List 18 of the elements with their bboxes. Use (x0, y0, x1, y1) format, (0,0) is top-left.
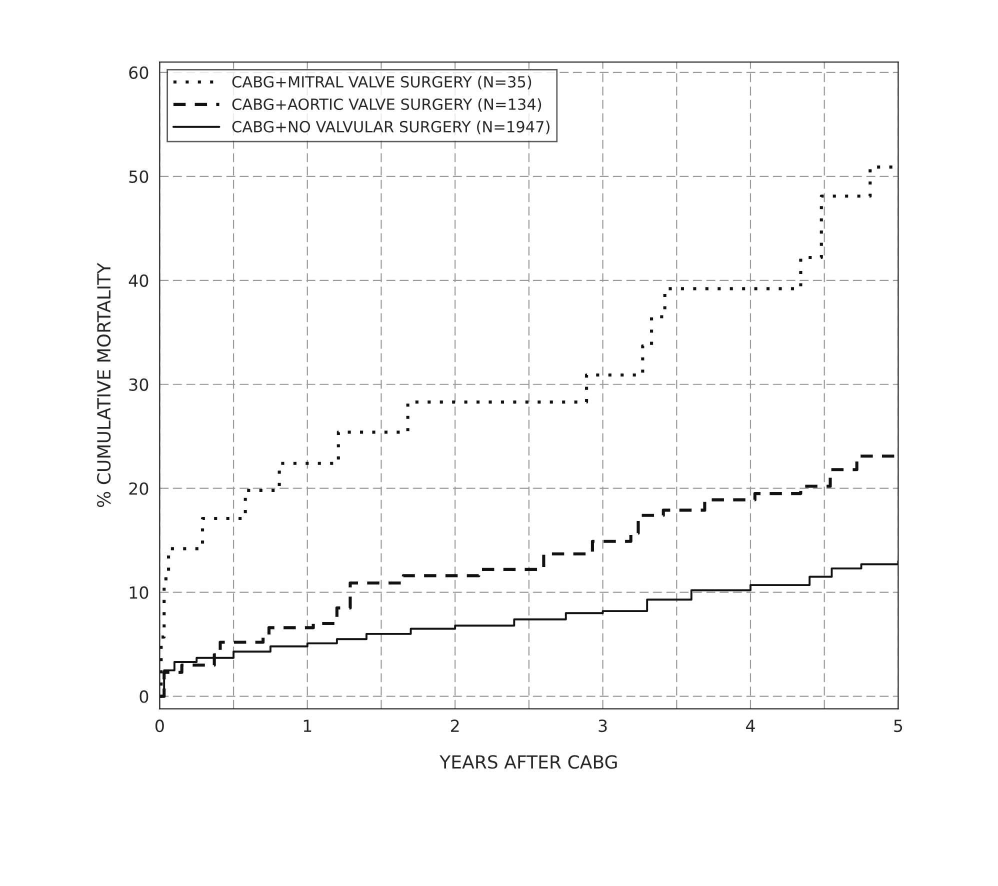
x-tick-label: 0 (155, 720, 164, 732)
y-tick-label: 60 (129, 66, 148, 79)
y-tick-label: 0 (140, 690, 148, 703)
legend-label: CABG+MITRAL VALVE SURGERY (N=35) (232, 76, 532, 90)
legend-label: CABG+AORTIC VALVE SURGERY (N=134) (232, 98, 542, 112)
y-axis-title: % CUMULATIVE MORTALITY (97, 262, 111, 508)
legend-label: CABG+NO VALVULAR SURGERY (N=1947) (232, 120, 550, 134)
x-tick-label: 4 (746, 720, 755, 732)
x-tick-label: 2 (451, 720, 459, 732)
y-tick-label: 10 (130, 586, 148, 599)
x-tick-label: 3 (598, 720, 607, 732)
x-tick-label: 5 (894, 720, 902, 732)
x-axis-title: YEARS AFTER CABG (440, 755, 617, 769)
y-tick-label: 40 (128, 274, 148, 287)
x-tick-label: 1 (304, 720, 312, 732)
y-tick-label: 50 (129, 170, 148, 183)
y-tick-label: 20 (129, 482, 148, 495)
y-tick-label: 30 (129, 378, 148, 391)
